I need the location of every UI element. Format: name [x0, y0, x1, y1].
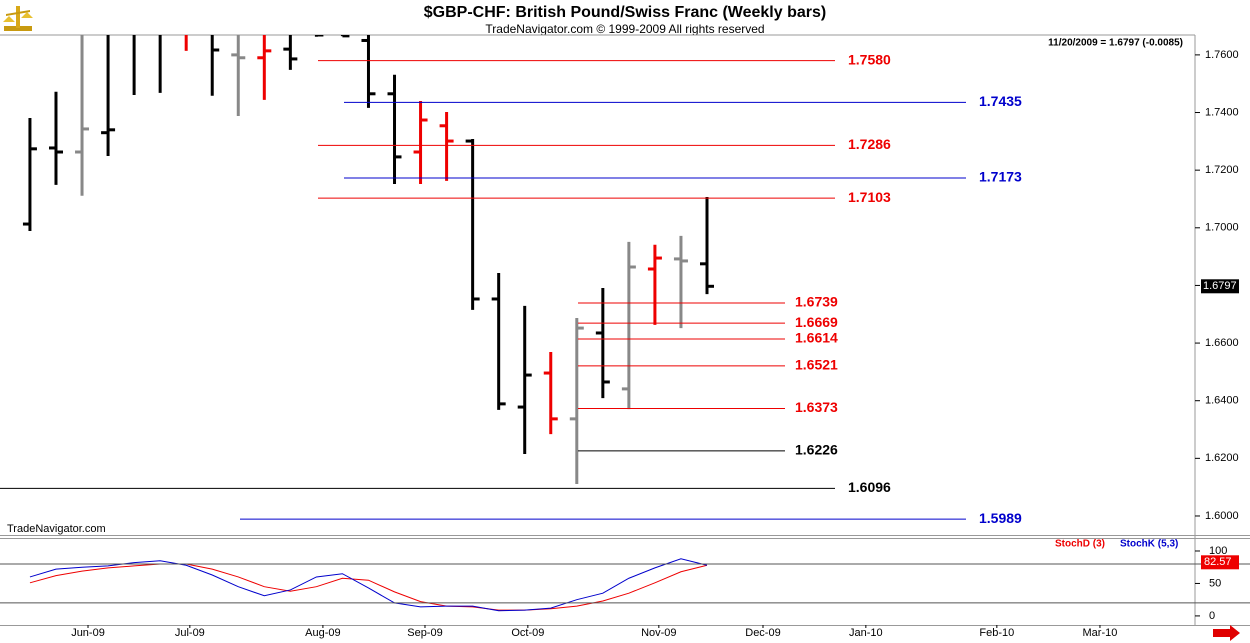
level-label: 1.7173: [979, 169, 1022, 185]
y-tick-label: 1.6000: [1205, 510, 1239, 522]
y-tick-label: 1.7400: [1205, 106, 1239, 118]
x-tick-label: Oct-09: [511, 627, 544, 639]
level-label: 1.7580: [848, 51, 891, 67]
x-tick-label: Nov-09: [641, 627, 676, 639]
chart-title: $GBP-CHF: British Pound/Swiss Franc (Wee…: [424, 4, 826, 21]
y-tick-label: 50: [1209, 577, 1221, 589]
price-plot: [22, 35, 715, 484]
y-tick-label: 1.6200: [1205, 452, 1239, 464]
last-price-label: 1.6797: [1203, 280, 1237, 292]
last-value-label: 82.57: [1204, 556, 1232, 568]
level-label: 1.6096: [848, 479, 891, 495]
x-tick-label: Sep-09: [407, 627, 442, 639]
level-label: 1.7286: [848, 136, 891, 152]
level-label: 1.7435: [979, 93, 1022, 109]
y-tick-label: 1.7600: [1205, 49, 1239, 61]
chart-subtitle: TradeNavigator.com © 1999-2009 All right…: [485, 22, 764, 36]
x-tick-label: Mar-10: [1083, 627, 1118, 639]
x-tick-label: Jan-10: [849, 627, 883, 639]
watermark: TradeNavigator.com: [7, 523, 106, 535]
legend-label: StochD (3): [1055, 539, 1105, 550]
level-label: 1.5989: [979, 510, 1022, 526]
info-text: 11/20/2009 = 1.6797 (-0.0085): [1048, 38, 1183, 49]
legend-label: StochK (5,3): [1120, 539, 1178, 550]
x-tick-label: Aug-09: [305, 627, 340, 639]
last-price-box: [1201, 279, 1239, 294]
level-label: 1.6669: [795, 314, 838, 330]
level-label: 1.6373: [795, 399, 838, 415]
level-label: 1.6521: [795, 357, 838, 373]
level-label: 1.6226: [795, 442, 838, 458]
x-tick-label: Jun-09: [71, 627, 105, 639]
x-tick-label: Jul-09: [175, 627, 205, 639]
stoch-line: [29, 558, 708, 612]
y-tick-label: 0: [1209, 610, 1215, 622]
x-tick-label: Dec-09: [745, 627, 780, 639]
logo: [3, 6, 33, 31]
y-tick-label: 1.7200: [1205, 164, 1239, 176]
y-tick-label: 1.6400: [1205, 395, 1239, 407]
last-value-box: [1201, 555, 1239, 570]
x-tick-label: Feb-10: [979, 627, 1014, 639]
scroll-arrow[interactable]: [1213, 625, 1240, 641]
level-label: 1.6739: [795, 294, 838, 310]
level-label: 1.6614: [795, 330, 838, 346]
y-tick-label: 1.7000: [1205, 222, 1239, 234]
y-tick-label: 100: [1209, 545, 1227, 557]
level-label: 1.7103: [848, 189, 891, 205]
y-tick-label: 1.6600: [1205, 337, 1239, 349]
